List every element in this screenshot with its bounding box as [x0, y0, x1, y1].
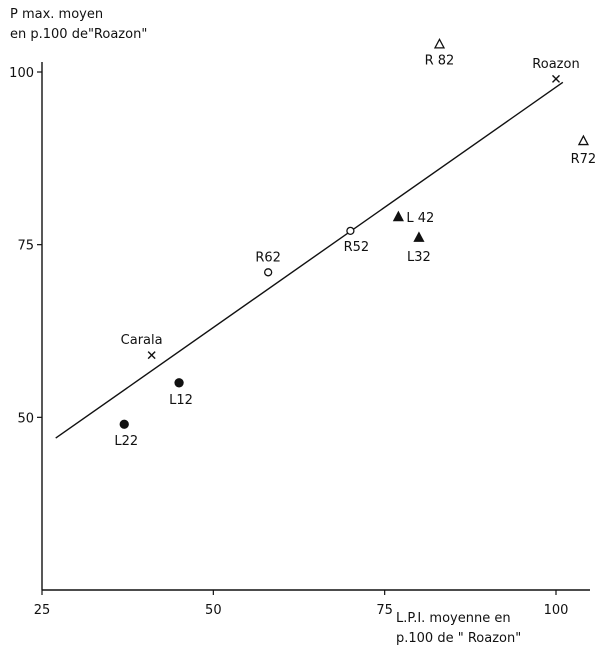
point-l32-label: L32 — [407, 250, 431, 265]
point-l22-circle-marker — [119, 419, 129, 429]
x-tick-label-25: 25 — [34, 603, 51, 618]
point-r52-label: R52 — [344, 240, 370, 255]
point-l32-triangle-marker — [413, 231, 425, 242]
point-r72-label: R72 — [571, 152, 597, 167]
point-r62-circle-marker — [264, 268, 273, 277]
x-axis-title-line-2: p.100 de " Roazon" — [396, 631, 521, 646]
point-r52-circle-marker — [346, 226, 355, 236]
x-tick-label-50: 50 — [205, 603, 222, 618]
y-axis-title: P max. moyen en p.100 de"Roazon" — [10, 7, 147, 42]
x-axis-title-line-1: L.P.I. moyenne en — [396, 611, 511, 626]
y-axis-title-line-2: en p.100 de"Roazon" — [10, 27, 147, 42]
point-l12-label: L12 — [169, 393, 193, 408]
point-roazon-cross-stroke-2 — [552, 74, 560, 83]
point-r82-label: R 82 — [425, 53, 455, 68]
x-tick-label-75: 75 — [376, 603, 393, 618]
point-roazon-label: Roazon — [532, 57, 579, 72]
data-points: Roazon R 82 R72 L 42 L32 R52 R62 Carala L12 L22 — [114, 37, 597, 449]
point-l42-triangle-marker — [392, 210, 404, 222]
y-axis-title-line-1: P max. moyen — [10, 7, 103, 22]
x-axis-title: L.P.I. moyenne en p.100 de " Roazon" — [396, 611, 521, 646]
point-r72-triangle-marker — [577, 134, 589, 146]
y-tick-label-100: 100 — [9, 66, 34, 81]
point-l22-label: L22 — [114, 434, 138, 449]
point-roazon-cross-marker — [552, 74, 560, 83]
point-l42-label: L 42 — [406, 211, 434, 226]
y-tick-label-75: 75 — [17, 239, 34, 254]
point-carala-label: Carala — [121, 333, 163, 348]
axis-ticks: 25 50 75 100 50 75 100 — [9, 66, 568, 618]
point-carala-cross-marker — [147, 351, 156, 360]
regression-line — [55, 81, 564, 439]
point-r62-label: R62 — [255, 250, 281, 265]
x-tick-label-100: 100 — [544, 603, 569, 618]
point-r82-triangle-marker — [433, 37, 446, 49]
point-carala-cross-stroke-2 — [147, 351, 156, 360]
y-tick-label-50: 50 — [17, 411, 34, 426]
point-l12-circle-marker — [174, 378, 184, 388]
